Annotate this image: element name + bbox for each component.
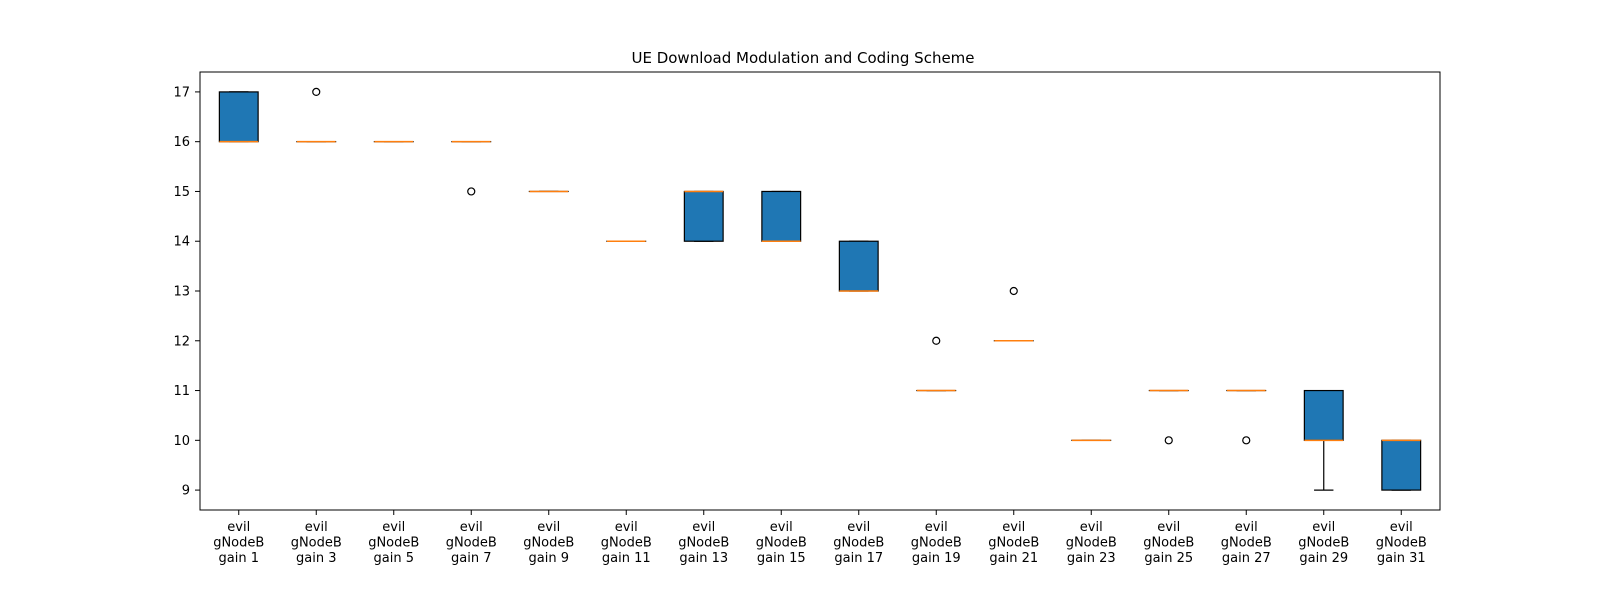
x-tick-label-line: gNodeB (833, 536, 884, 551)
x-tick-label-line: gNodeB (446, 536, 497, 551)
outlier-point (933, 337, 940, 344)
x-tick-label-line: gNodeB (1221, 536, 1272, 551)
x-tick-label-line: gain 13 (679, 551, 728, 566)
y-tick-label: 10 (173, 434, 190, 449)
x-tick-label-line: evil (615, 520, 638, 535)
x-tick-label-line: gain 7 (451, 551, 491, 566)
x-tick-label-line: evil (227, 520, 250, 535)
x-tick-label-line: gNodeB (1376, 536, 1427, 551)
x-tick-label-line: gain 29 (1299, 551, 1348, 566)
x-tick-label-line: gNodeB (678, 536, 729, 551)
x-tick-label-line: gNodeB (523, 536, 574, 551)
x-tick-label-line: evil (1312, 520, 1335, 535)
x-tick-label-line: gNodeB (911, 536, 962, 551)
x-tick-label-line: evil (1157, 520, 1180, 535)
y-tick-label: 11 (173, 384, 190, 399)
x-tick-label-line: evil (770, 520, 793, 535)
outlier-point (468, 188, 475, 195)
x-tick-label-line: evil (1080, 520, 1103, 535)
y-tick-label: 9 (182, 484, 190, 499)
x-tick-label-line: evil (1235, 520, 1258, 535)
x-tick-label-line: evil (537, 520, 560, 535)
y-tick-label: 15 (173, 185, 190, 200)
x-tick-label-line: evil (305, 520, 328, 535)
box (839, 241, 878, 291)
y-tick-label: 14 (173, 235, 190, 250)
y-tick-label: 12 (173, 334, 190, 349)
x-tick-label-line: gNodeB (1066, 536, 1117, 551)
box (219, 92, 258, 142)
outlier-point (1165, 437, 1172, 444)
x-tick-label-line: gNodeB (601, 536, 652, 551)
x-tick-label-line: gain 17 (834, 551, 883, 566)
x-tick-label-line: evil (1002, 520, 1025, 535)
x-tick-label-line: gain 5 (374, 551, 414, 566)
x-tick-label-line: evil (925, 520, 948, 535)
x-tick-label-line: gNodeB (988, 536, 1039, 551)
x-tick-label-line: gNodeB (291, 536, 342, 551)
x-tick-label-line: evil (1390, 520, 1413, 535)
x-tick-label-line: gain 21 (989, 551, 1038, 566)
box (762, 191, 801, 241)
x-tick-label-line: gNodeB (1298, 536, 1349, 551)
x-tick-label-line: gNodeB (368, 536, 419, 551)
outlier-point (313, 88, 320, 95)
x-tick-label-line: gain 11 (602, 551, 651, 566)
box (684, 191, 723, 241)
x-tick-label-line: evil (382, 520, 405, 535)
x-tick-label-line: evil (692, 520, 715, 535)
x-tick-label-line: gain 27 (1222, 551, 1271, 566)
x-tick-label-line: gain 25 (1144, 551, 1193, 566)
x-tick-label-line: gain 15 (757, 551, 806, 566)
x-tick-label-line: gain 3 (296, 551, 336, 566)
x-tick-label-line: gain 23 (1067, 551, 1116, 566)
x-tick-label-line: gain 1 (219, 551, 259, 566)
y-tick-label: 16 (173, 135, 190, 150)
x-tick-label-line: gain 9 (529, 551, 569, 566)
box (1304, 391, 1343, 441)
x-tick-label-line: gNodeB (1143, 536, 1194, 551)
y-tick-label: 13 (173, 285, 190, 300)
chart-title: UE Download Modulation and Coding Scheme (631, 49, 974, 67)
x-tick-label-line: gain 31 (1377, 551, 1426, 566)
outlier-point (1010, 288, 1017, 295)
outlier-point (1243, 437, 1250, 444)
y-tick-label: 17 (173, 85, 190, 100)
plot-frame (200, 72, 1440, 510)
x-tick-label-line: gNodeB (756, 536, 807, 551)
x-tick-label-line: evil (460, 520, 483, 535)
x-tick-label-line: gNodeB (213, 536, 264, 551)
x-tick-label-line: gain 19 (912, 551, 961, 566)
x-tick-label-line: evil (847, 520, 870, 535)
box (1382, 440, 1421, 490)
